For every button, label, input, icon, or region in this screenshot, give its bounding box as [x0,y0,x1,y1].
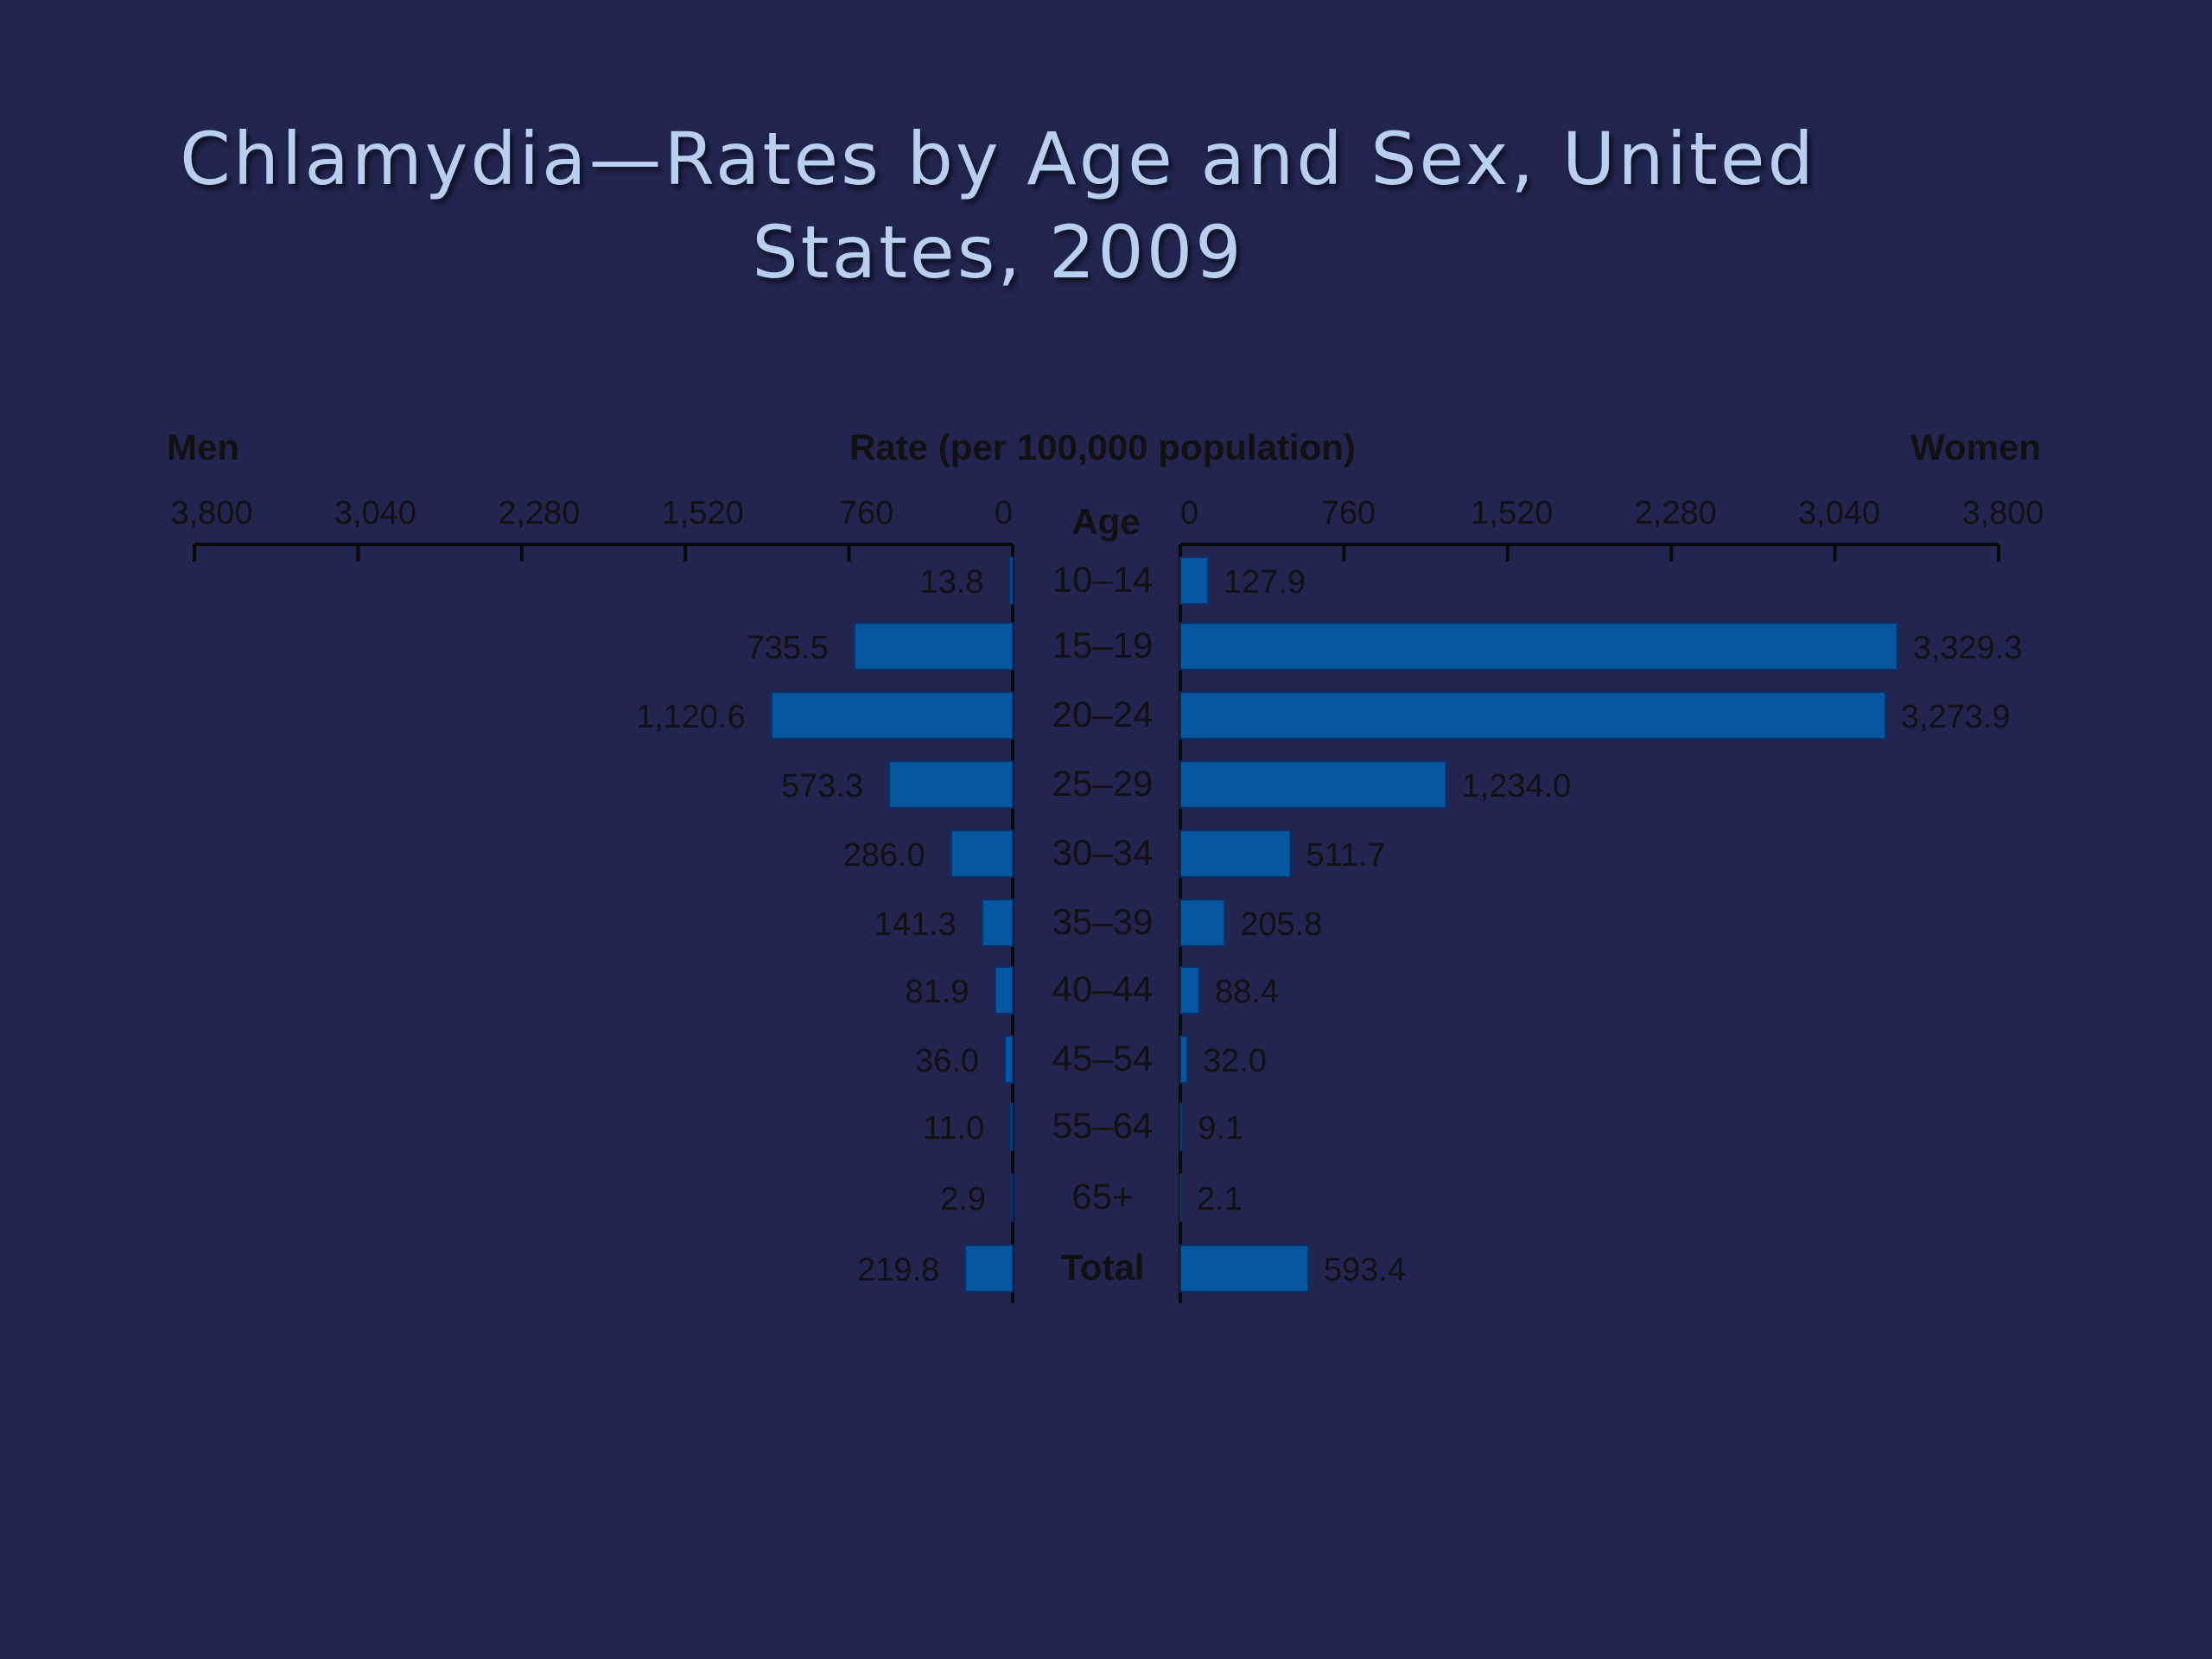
men-value-label: 573.3 [781,768,863,804]
women-tick-label: 3,040 [1798,495,1880,531]
men-tick-label: 1,520 [662,495,744,531]
age-category-label: 45–54 [1052,1038,1154,1078]
women-tick-label: 1,520 [1471,495,1553,531]
men-bar [964,1244,1014,1293]
age-category-label: 25–29 [1052,763,1154,804]
women-bar [1179,556,1209,605]
women-bar [1179,760,1447,809]
women-value-label: 88.4 [1215,974,1279,1010]
men-tick-label: 0 [995,495,1013,531]
men-value-label: 735.5 [747,630,829,666]
women-value-label: 205.8 [1240,906,1322,943]
women-bar [1179,1173,1182,1222]
men-value-label: 2.9 [940,1181,986,1217]
women-value-label: 1,234.0 [1462,768,1572,804]
men-bar [1009,1103,1014,1151]
men-value-label: 81.9 [906,974,969,1010]
men-bar [1004,1035,1014,1084]
women-value-label: 3,273.9 [1901,699,2011,735]
men-bar [994,966,1014,1014]
women-value-label: 593.4 [1324,1252,1406,1288]
women-value-label: 3,329.3 [1913,630,2023,666]
men-value-label: 286.0 [843,837,925,874]
men-bar [853,622,1014,671]
men-bar [950,830,1014,878]
age-category-label: 20–24 [1052,694,1154,734]
men-value-label: 36.0 [915,1043,979,1079]
men-bar [888,760,1014,809]
men-bar [1008,556,1014,605]
women-bar [1179,830,1292,878]
women-bar [1179,1103,1184,1151]
slide-title: Chlamydia—Rates by Age and Sex, United S… [180,117,1816,295]
women-header: Women [1910,427,2041,467]
men-tick-label: 760 [839,495,893,531]
women-value-label: 32.0 [1203,1043,1267,1079]
women-value-label: 127.9 [1224,564,1306,601]
women-tick-label: 2,280 [1635,495,1717,531]
age-category-label: 55–64 [1052,1105,1154,1146]
women-value-label: 511.7 [1306,837,1386,874]
women-bar [1179,966,1201,1014]
women-tick-label: 3,800 [1961,495,2044,531]
age-category-label: 40–44 [1052,969,1154,1009]
age-category-label: 35–39 [1052,901,1154,942]
men-value-label: 219.8 [857,1252,939,1288]
age-category-label: 65+ [1071,1176,1133,1217]
men-header: Men [167,427,239,467]
women-value-label: 9.1 [1198,1110,1243,1147]
women-tick-label: 0 [1180,495,1198,531]
axis-title: Rate (per 100,000 population) [849,427,1356,467]
men-tick-label: 2,280 [498,495,580,531]
men-bar [770,691,1014,740]
age-category-label: 30–34 [1052,832,1154,873]
women-bar [1179,899,1226,947]
men-bar [1011,1173,1014,1222]
women-value-label: 2.1 [1197,1181,1243,1217]
women-bar [1179,1244,1309,1293]
men-value-label: 1,120.6 [636,699,746,735]
age-category-label: Total [1060,1247,1144,1287]
age-category-label: 10–14 [1052,559,1154,600]
men-tick-label: 3,800 [170,495,252,531]
men-tick-label: 3,040 [334,495,416,531]
women-bar [1179,691,1886,740]
men-value-label: 141.3 [874,906,957,943]
men-value-label: 13.8 [920,564,984,601]
women-bar [1179,1035,1188,1084]
men-value-label: 11.0 [923,1110,984,1147]
women-tick-label: 760 [1321,495,1376,531]
age-axis-label: Age [1071,501,1140,542]
age-category-label: 15–19 [1052,625,1154,665]
women-bar [1179,622,1898,671]
men-bar [981,899,1014,947]
